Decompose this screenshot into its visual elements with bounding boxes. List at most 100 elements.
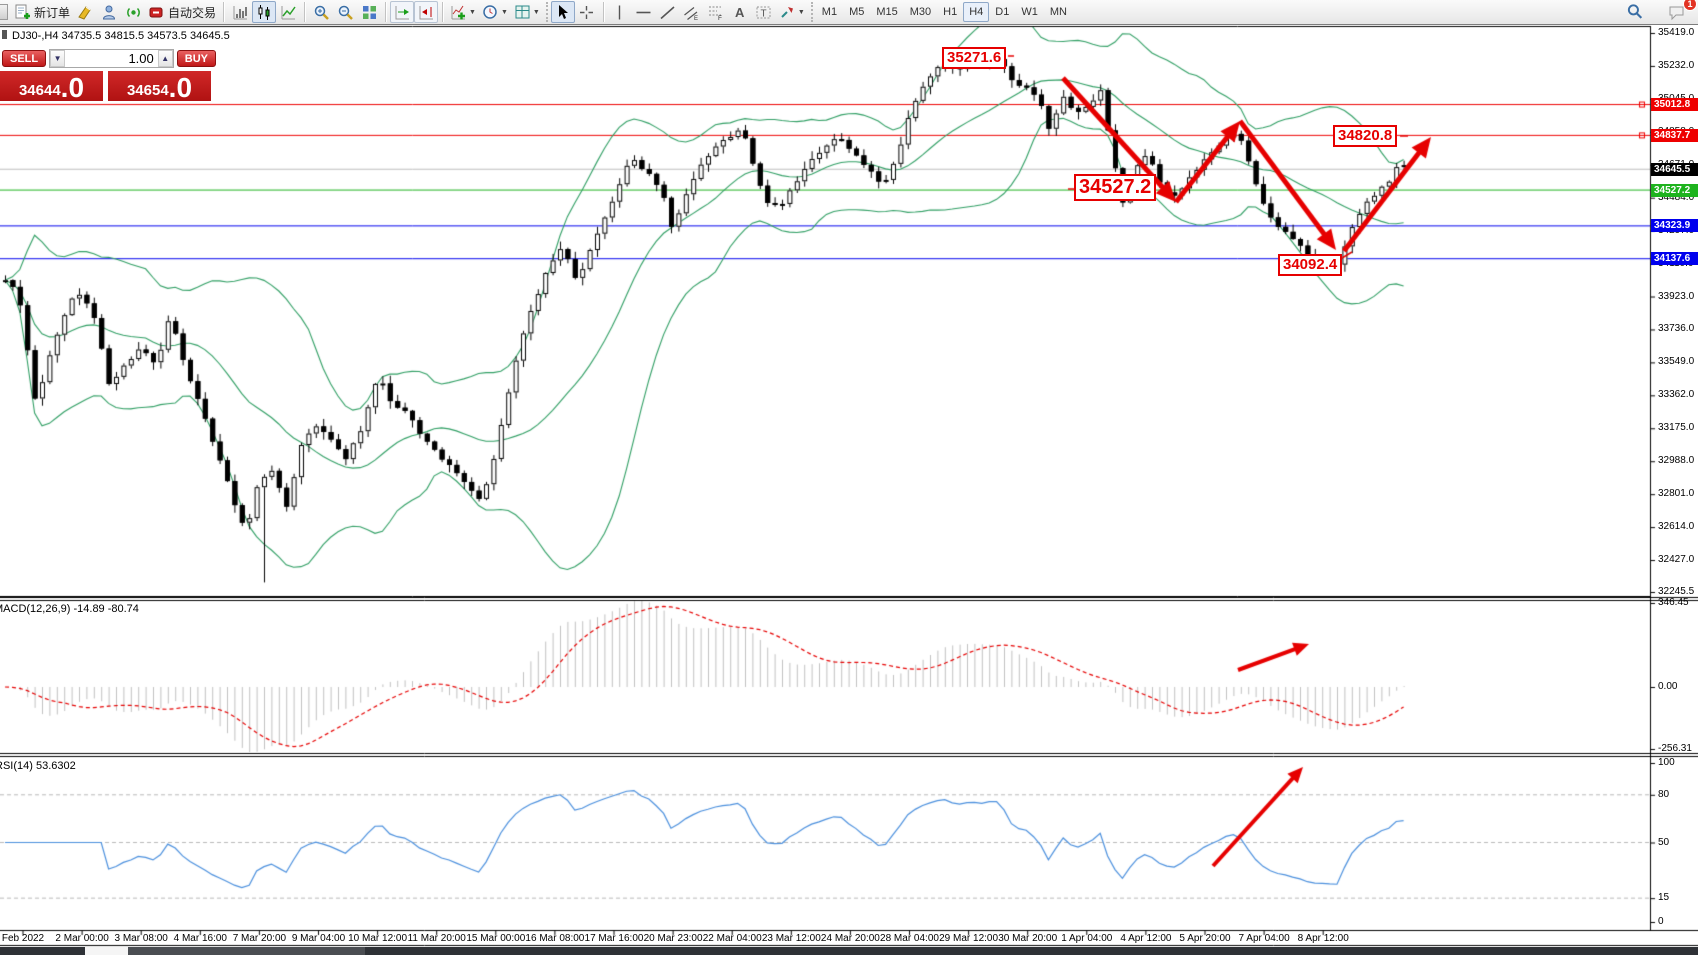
periods-dropdown-caret[interactable]: ▼ <box>500 8 508 16</box>
toolbar-drag-handle[interactable] <box>545 2 548 22</box>
timeframe-h4[interactable]: H4 <box>963 2 990 22</box>
price-level-label: 34527.2 <box>1651 183 1698 197</box>
y-axis-tick: 33549.0 <box>1658 356 1695 368</box>
date-axis-label: 3 Mar 08:00 <box>114 933 168 944</box>
date-axis-label: 5 Apr 20:00 <box>1179 933 1231 944</box>
y-axis-tick: 34484.0 <box>1658 191 1695 203</box>
volume-increase-button[interactable]: ▲ <box>157 50 173 67</box>
tile-windows-button[interactable] <box>357 1 381 23</box>
periods-button[interactable]: ▼ <box>479 1 511 23</box>
rsi-value: 53.6302 <box>35 760 76 772</box>
date-axis-label: 7 Apr 04:00 <box>1238 933 1290 944</box>
date-axis-label: 15 Mar 00:00 <box>466 933 526 944</box>
shapes-dropdown-caret[interactable]: ▼ <box>797 8 805 16</box>
date-axis-label: 30 Mar 20:00 <box>998 933 1058 944</box>
date-axis-label: 24 Mar 20:00 <box>820 933 880 944</box>
price-level-label: 35012.8 <box>1651 98 1698 112</box>
text-label-tool-button[interactable]: T <box>752 1 776 23</box>
taskbar[interactable] <box>0 947 1698 955</box>
auto-scroll-icon <box>395 5 409 19</box>
y-axis-tick: 35232.0 <box>1658 59 1695 71</box>
sell-button[interactable]: SELL <box>2 50 47 67</box>
notifications-button[interactable]: 1 <box>1665 0 1697 23</box>
macd-indicator-label: MACD(12,26,9) -14.89 -80.74 <box>0 603 139 615</box>
horizontal-line-tool-button[interactable] <box>632 1 656 23</box>
indicators-icon <box>451 5 466 19</box>
timeframe-m30[interactable]: M30 <box>909 6 932 18</box>
price-callout[interactable]: 34527.2 <box>1074 174 1157 201</box>
date-axis-label: 20 Mar 23:00 <box>643 933 703 944</box>
template-icon <box>515 5 530 18</box>
svg-text:T: T <box>761 8 767 19</box>
price-level-label: 34837.7 <box>1651 128 1698 142</box>
broom-icon <box>77 5 91 20</box>
signals-button[interactable] <box>121 1 145 23</box>
date-axis-label: 29 Mar 12:00 <box>939 933 999 944</box>
price-level-label: 34137.6 <box>1651 252 1698 266</box>
macd-values: -14.89 -80.74 <box>73 603 139 615</box>
chart-shift-button[interactable] <box>414 1 439 23</box>
timeframe-m5[interactable]: M5 <box>849 6 865 18</box>
auto-scroll-button[interactable] <box>390 1 415 23</box>
vertical-line-tool-button[interactable] <box>608 1 632 23</box>
y-axis-tick: 33736.0 <box>1658 323 1695 335</box>
volume-stepper[interactable]: ▼ 1.00 ▲ <box>49 49 174 68</box>
chart-canvas[interactable] <box>0 25 1698 947</box>
fibonacci-tool-button[interactable]: F <box>704 1 728 23</box>
zoom-out-button[interactable] <box>333 1 357 23</box>
timeframe-m1[interactable]: M1 <box>821 6 838 18</box>
chat-bubble-icon <box>1669 6 1684 20</box>
y-axis-tick: 35419.0 <box>1658 27 1695 38</box>
volume-decrease-button[interactable]: ▼ <box>50 50 66 67</box>
macd-axis-tick: 346.45 <box>1658 597 1689 608</box>
new-order-button[interactable]: 新订单 <box>11 1 73 23</box>
timeframe-h1[interactable]: H1 <box>943 6 958 18</box>
autotrading-label: 自动交易 <box>168 5 217 20</box>
indicators-dropdown-caret[interactable]: ▼ <box>469 8 476 16</box>
bar-chart-mode-button[interactable] <box>228 1 252 23</box>
trendline-tool-button[interactable] <box>656 1 680 23</box>
timeframe-m15[interactable]: M15 <box>876 6 898 18</box>
buy-button[interactable]: BUY <box>176 50 216 67</box>
crosshair-tool-button[interactable] <box>575 1 599 23</box>
autotrading-icon <box>149 7 163 17</box>
volume-value[interactable]: 1.00 <box>128 51 154 66</box>
line-chart-mode-button[interactable] <box>276 1 300 23</box>
new-order-icon <box>15 4 30 19</box>
styler-button[interactable] <box>73 1 97 23</box>
zoom-in-button[interactable] <box>309 1 333 23</box>
price-callout[interactable]: 34092.4 <box>1278 254 1343 276</box>
date-axis-label: 28 Mar 04:00 <box>880 933 939 944</box>
price-level-label: 34645.5 <box>1651 162 1698 176</box>
text-tool-button[interactable]: A <box>728 1 752 23</box>
timeframe-mn[interactable]: MN <box>1049 6 1067 18</box>
sell-price-display[interactable]: 34644.0 <box>0 71 103 102</box>
price-callout[interactable]: 34820.8 <box>1333 125 1398 147</box>
search-button[interactable] <box>1623 1 1647 23</box>
autotrading-button[interactable]: 自动交易 <box>145 1 219 23</box>
rsi-indicator-label: RSI(14) 53.6302 <box>0 760 76 772</box>
indicators-button[interactable]: ▼ <box>447 1 479 23</box>
y-axis-tick: 32801.0 <box>1658 488 1695 500</box>
buy-price-display[interactable]: 34654.0 <box>108 71 211 102</box>
templates-dropdown-caret[interactable]: ▼ <box>532 8 540 16</box>
svg-text:A: A <box>735 5 745 20</box>
market-watch-button[interactable] <box>97 1 121 23</box>
taskbar-search-box[interactable] <box>85 947 128 955</box>
channel-tool-button[interactable]: E <box>680 1 704 23</box>
fibonacci-icon: F <box>709 6 722 21</box>
candlestick-mode-button[interactable] <box>252 1 277 23</box>
cursor-tool-button[interactable] <box>550 1 575 23</box>
toolbar-drag-handle[interactable] <box>810 2 813 22</box>
shapes-tool-button[interactable]: ▼ <box>776 1 808 23</box>
toolbar-separator <box>223 2 225 22</box>
new-order-label: 新订单 <box>34 5 71 20</box>
templates-button[interactable]: ▼ <box>511 1 543 23</box>
date-axis-label: 1 Apr 04:00 <box>1061 933 1113 944</box>
timeframe-d1[interactable]: D1 <box>995 6 1010 18</box>
timeframe-w1[interactable]: W1 <box>1021 6 1038 18</box>
crosshair-icon <box>580 5 594 19</box>
y-axis-tick: 32427.0 <box>1658 554 1695 566</box>
price-callout[interactable]: 35271.6 <box>942 47 1007 69</box>
